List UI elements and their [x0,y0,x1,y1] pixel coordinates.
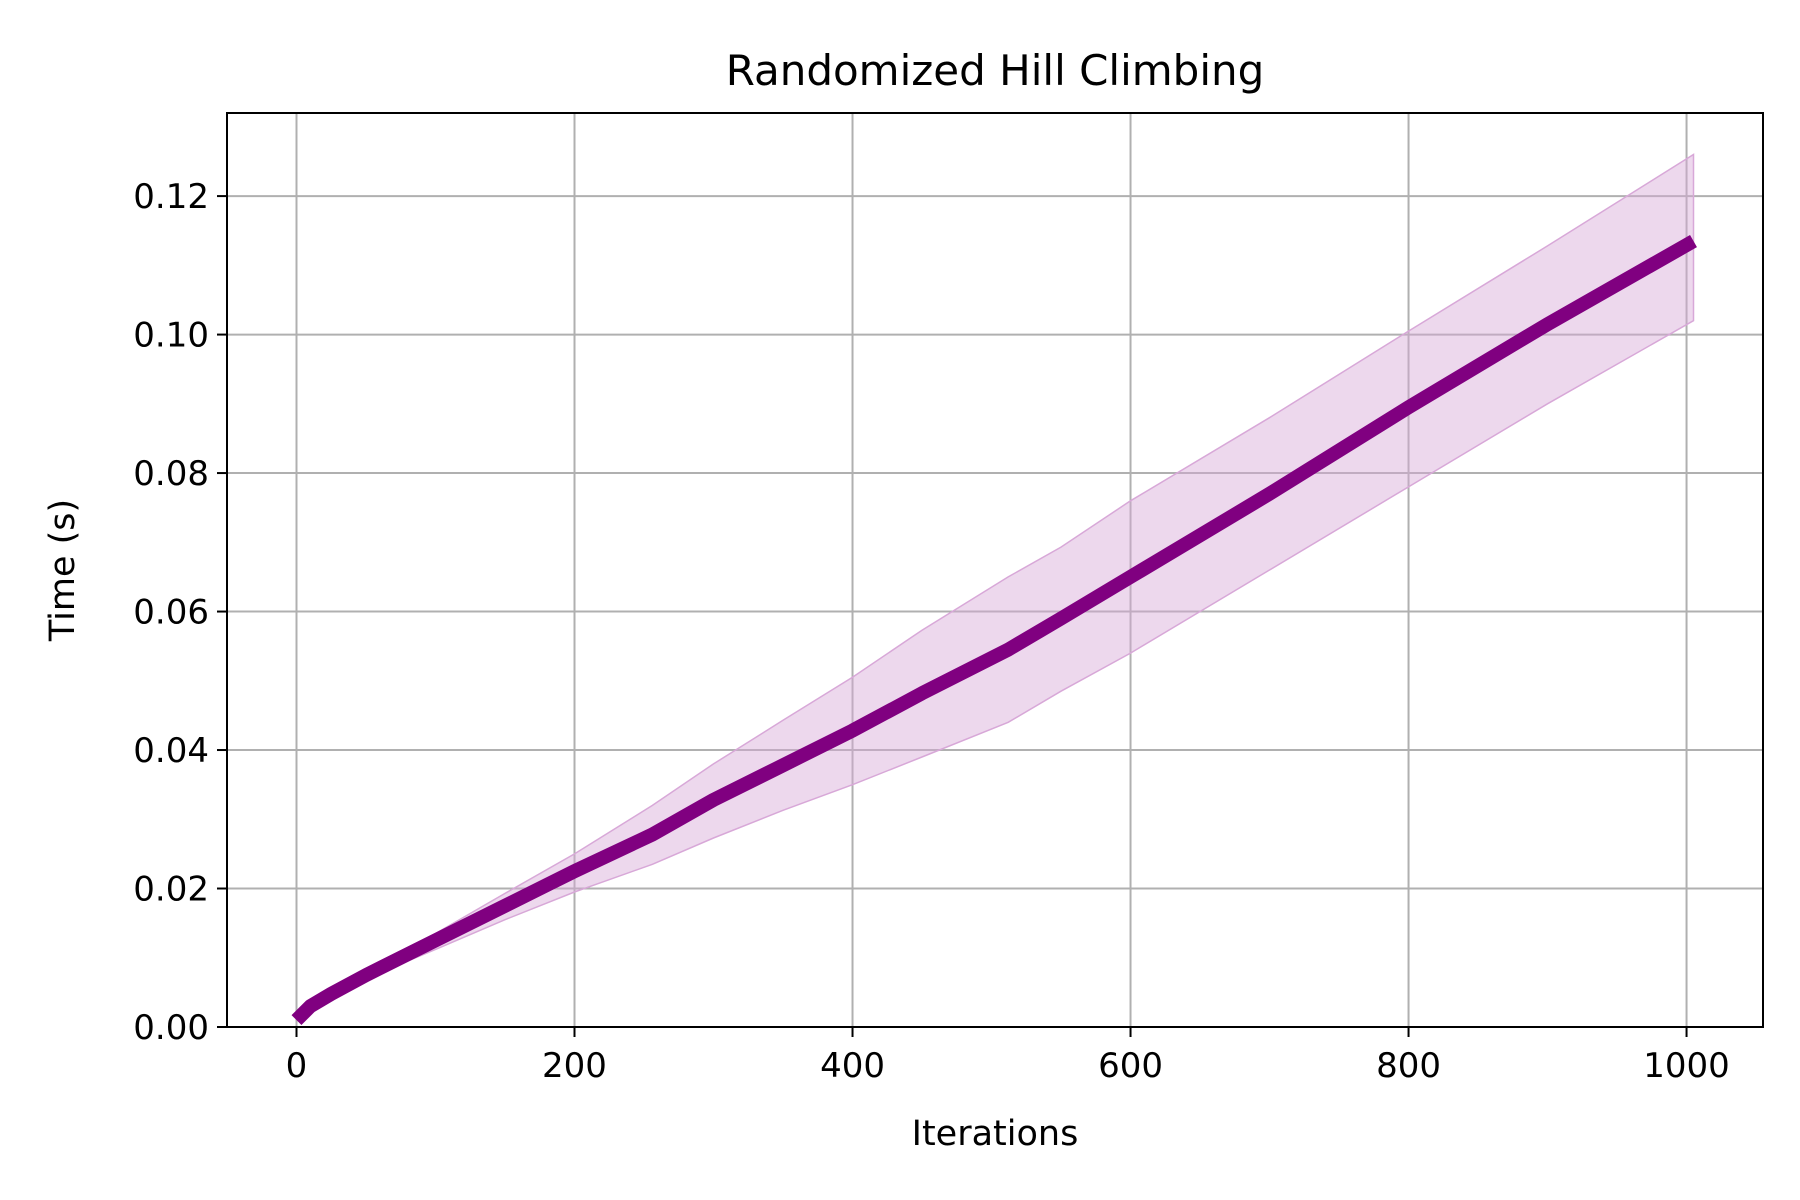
plot-background [227,113,1763,1027]
y-axis-label: Time (s) [43,499,83,642]
x-tick-label: 800 [1376,1046,1441,1086]
x-tick-label: 1000 [1643,1046,1730,1086]
y-tick-label: 0.00 [133,1008,209,1048]
series-line-layer [291,235,1697,1026]
y-tick-label: 0.12 [133,177,209,217]
y-tick-label: 0.10 [133,316,209,356]
y-tick-label: 0.04 [133,731,209,771]
x-tick-label: 600 [1098,1046,1163,1086]
x-tick-label: 0 [286,1046,308,1086]
y-tick-label: 0.02 [133,870,209,910]
y-tick-label: 0.06 [133,593,209,633]
confidence-band [295,153,1695,1021]
y-tick-label: 0.08 [133,454,209,494]
chart-title: Randomized Hill Climbing [726,46,1265,95]
x-tick-label: 200 [542,1046,607,1086]
series-line [291,235,1697,1026]
x-axis-label: Iterations [912,1114,1079,1154]
x-tick-label: 400 [820,1046,885,1086]
axis-ticks: 0 200 400 600 800 1000 0.00 0.02 0.04 0.06 0.08 0.1… [133,177,1730,1086]
confidence-band-layer [295,153,1695,1021]
plot-frame [226,112,1764,1028]
